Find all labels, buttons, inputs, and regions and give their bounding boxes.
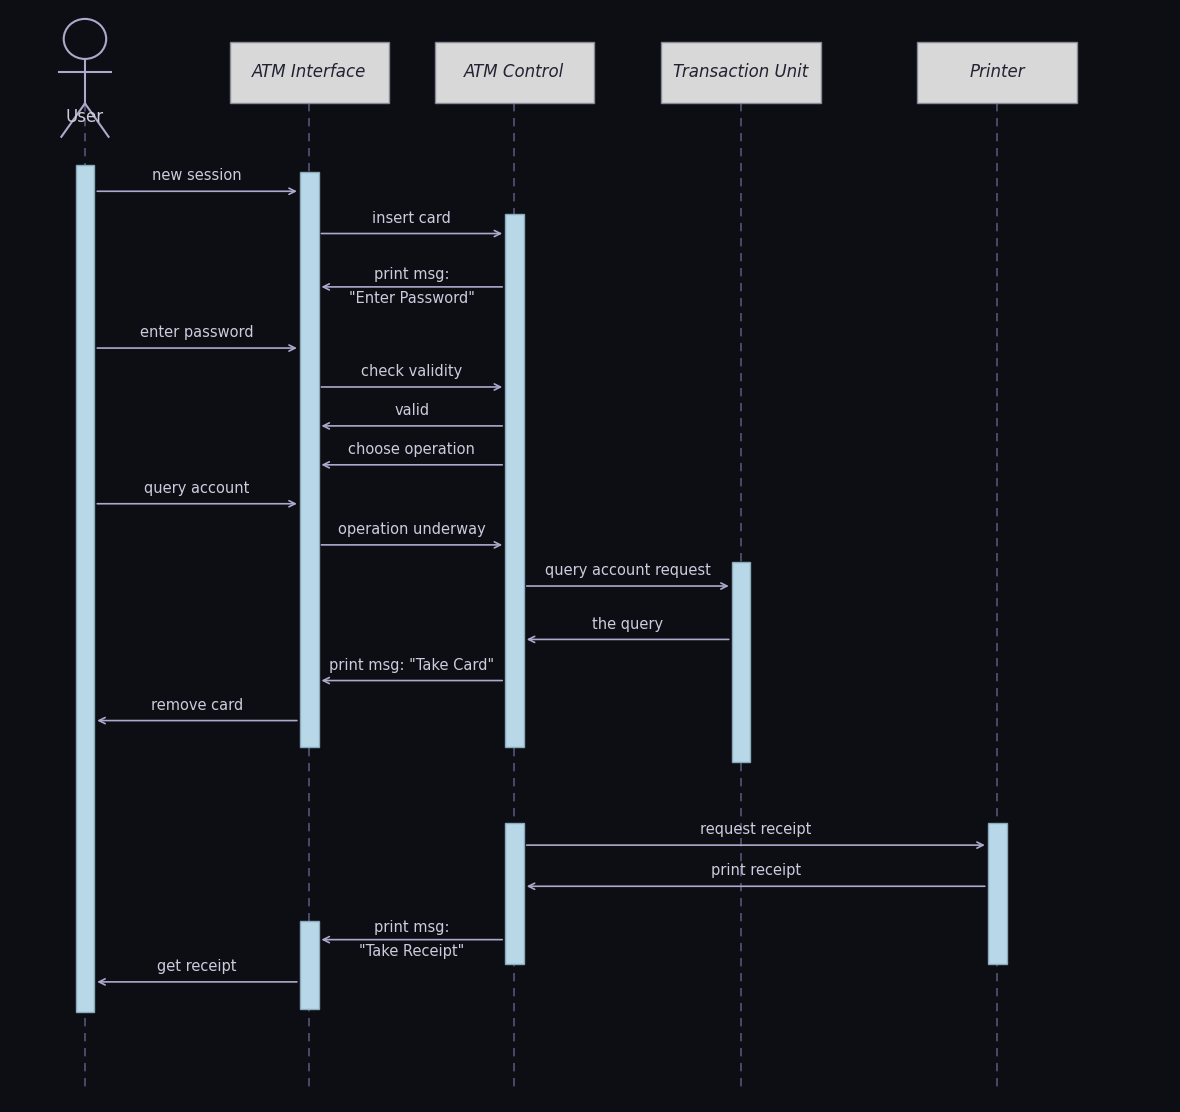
Text: query account request: query account request [545, 564, 710, 578]
Text: request receipt: request receipt [700, 823, 812, 837]
Text: "Enter Password": "Enter Password" [349, 291, 474, 306]
Text: valid: valid [394, 404, 430, 418]
Bar [300, 172, 319, 747]
Text: ATM Control: ATM Control [465, 63, 564, 81]
Text: User: User [66, 108, 104, 127]
Text: enter password: enter password [140, 326, 254, 340]
Bar [918, 41, 1076, 102]
Bar [300, 921, 319, 1009]
Text: operation underway: operation underway [337, 523, 486, 537]
Text: Transaction Unit: Transaction Unit [674, 63, 808, 81]
Text: choose operation: choose operation [348, 443, 476, 457]
Text: Printer: Printer [969, 63, 1025, 81]
Bar [76, 165, 94, 1012]
Text: get receipt: get receipt [157, 960, 237, 974]
Text: print receipt: print receipt [710, 864, 801, 878]
Text: ATM Interface: ATM Interface [253, 63, 366, 81]
Text: print msg: "Take Card": print msg: "Take Card" [329, 658, 494, 673]
Text: print msg:: print msg: [374, 268, 450, 282]
Bar [661, 41, 821, 102]
Bar [505, 214, 524, 747]
Bar [988, 823, 1007, 964]
Text: new session: new session [152, 169, 242, 183]
Text: remove card: remove card [151, 698, 243, 713]
Bar [434, 41, 595, 102]
Text: check validity: check validity [361, 365, 463, 379]
Bar [229, 41, 389, 102]
Text: the query: the query [592, 617, 663, 632]
Text: print msg:: print msg: [374, 921, 450, 935]
Text: query account: query account [144, 481, 250, 496]
Text: insert card: insert card [373, 211, 451, 226]
Text: "Take Receipt": "Take Receipt" [359, 944, 465, 959]
Bar [732, 562, 750, 762]
Bar [505, 823, 524, 964]
